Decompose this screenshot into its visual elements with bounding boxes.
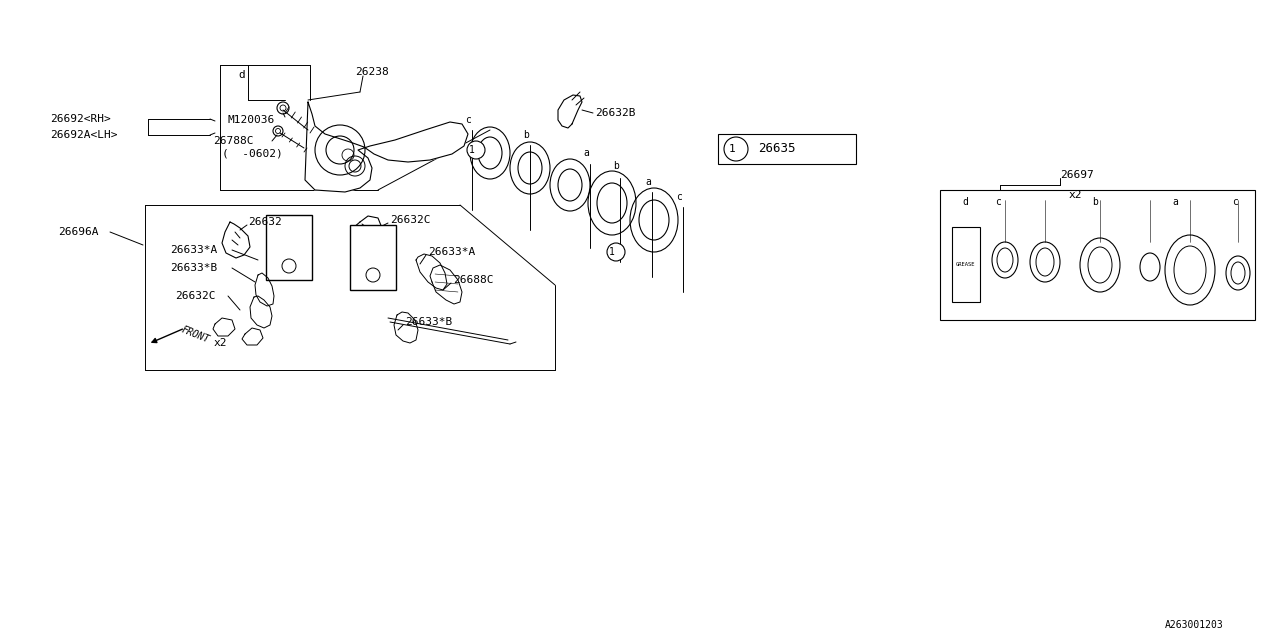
Text: GREASE: GREASE [956,262,975,268]
Text: 26632C: 26632C [390,215,430,225]
Bar [940,190,1254,320]
Text: (  -0602): ( -0602) [221,149,283,159]
Text: 1: 1 [609,247,614,257]
Text: 26632B: 26632B [595,108,635,118]
Text: 26688C: 26688C [453,275,494,285]
Polygon shape [305,102,468,192]
Text: x2: x2 [214,338,228,348]
Circle shape [607,243,625,261]
Text: 26632C: 26632C [175,291,215,301]
Text: a: a [645,177,652,187]
Text: b: b [524,130,529,140]
Text: c: c [465,115,471,125]
Bar [266,215,312,280]
Bar [718,134,856,164]
Text: 26635: 26635 [758,143,795,156]
Text: 1: 1 [468,145,475,155]
Text: 26238: 26238 [355,67,389,77]
Text: a: a [584,148,589,158]
Text: 26633*B: 26633*B [404,317,452,327]
Text: 26692<RH>: 26692<RH> [50,114,111,124]
Text: c: c [676,192,682,202]
Text: b: b [613,161,620,171]
Text: M120036: M120036 [228,115,275,125]
Text: 26633*A: 26633*A [428,247,475,257]
Text: 26697: 26697 [1060,170,1093,180]
Text: 26696A: 26696A [58,227,99,237]
Text: A263001203: A263001203 [1165,620,1224,630]
Text: d: d [963,197,968,207]
Text: 1: 1 [728,144,736,154]
Text: d: d [238,70,244,80]
Text: c: c [995,197,1001,207]
Text: b: b [1092,197,1098,207]
Text: 26633*A: 26633*A [170,245,218,255]
Text: 26788C: 26788C [212,136,253,146]
Text: 26692A<LH>: 26692A<LH> [50,130,118,140]
Circle shape [467,141,485,159]
Text: x2: x2 [1069,190,1082,200]
Circle shape [282,259,296,273]
Circle shape [366,268,380,282]
Bar [349,225,396,290]
Text: c: c [1233,197,1238,207]
Text: 26633*B: 26633*B [170,263,218,273]
Text: a: a [1172,197,1178,207]
Bar [952,227,980,302]
Text: 26632: 26632 [248,217,282,227]
Circle shape [724,137,748,161]
Text: FRONT: FRONT [180,325,211,345]
